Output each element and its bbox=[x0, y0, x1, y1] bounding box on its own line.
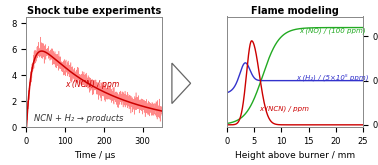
X-axis label: Height above burner / mm: Height above burner / mm bbox=[235, 151, 355, 160]
Polygon shape bbox=[172, 63, 191, 104]
Text: x (H₂) / (5×10⁵ ppm): x (H₂) / (5×10⁵ ppm) bbox=[297, 73, 369, 81]
Text: NCN + H₂ → products: NCN + H₂ → products bbox=[34, 114, 124, 123]
Text: x (NO) / (100 ppm): x (NO) / (100 ppm) bbox=[299, 28, 366, 34]
Text: x (NCN) / ppm: x (NCN) / ppm bbox=[259, 106, 309, 112]
X-axis label: Time / μs: Time / μs bbox=[74, 151, 115, 160]
Title: Flame modeling: Flame modeling bbox=[251, 6, 339, 16]
Text: x (NCN) / ppm: x (NCN) / ppm bbox=[65, 80, 119, 89]
Title: Shock tube experiments: Shock tube experiments bbox=[27, 6, 161, 16]
